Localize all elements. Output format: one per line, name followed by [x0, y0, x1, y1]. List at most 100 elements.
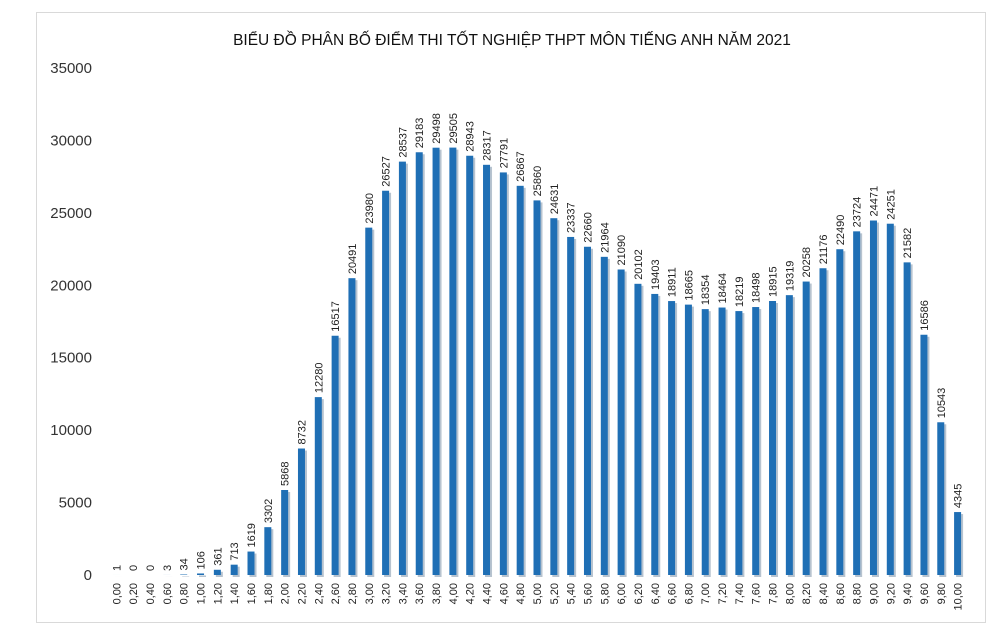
x-tick-label: 2,00	[280, 583, 292, 604]
x-tick-label: 1,80	[263, 583, 275, 604]
data-label: 28943	[465, 121, 477, 152]
data-label: 20102	[633, 249, 645, 280]
x-tick-label: 7,20	[717, 583, 729, 604]
data-label: 16517	[330, 301, 342, 332]
data-label: 0	[145, 565, 157, 571]
bar	[769, 301, 777, 575]
bar	[853, 231, 861, 575]
bar	[836, 249, 844, 575]
x-tick-label: 9,00	[868, 583, 880, 604]
x-tick-label: 6,00	[616, 583, 628, 604]
bar	[264, 527, 272, 575]
bar	[785, 295, 793, 575]
data-label: 16586	[919, 300, 931, 331]
data-label: 1	[111, 565, 123, 571]
x-tick-label: 7,00	[700, 583, 712, 604]
x-tick-label: 4,20	[465, 583, 477, 604]
data-label: 28537	[397, 127, 409, 158]
x-tick-label: 0,00	[111, 583, 123, 604]
data-label: 22660	[582, 212, 594, 243]
bar	[314, 397, 322, 575]
x-axis-ticks: 0,00 0,20 0,40 0,60 0,80 1,00 1,20 1,40 1,60 1,80…	[111, 583, 964, 611]
bar	[937, 422, 945, 575]
x-tick-label: 9,40	[902, 583, 914, 604]
bar	[415, 152, 423, 575]
data-label: 10543	[936, 388, 948, 419]
data-label: 18498	[751, 272, 763, 303]
x-tick-label: 0,40	[145, 583, 157, 604]
data-label: 26867	[515, 151, 527, 182]
data-label: 34	[179, 558, 191, 570]
data-label: 27791	[498, 138, 510, 169]
data-label: 28317	[482, 130, 494, 161]
bar	[331, 335, 339, 575]
data-labels: 1 0 0 3 34 106 361 7131619330258688732122801651…	[111, 113, 964, 571]
x-tick-label: 7,80	[768, 583, 780, 604]
data-label: 20491	[347, 244, 359, 275]
data-label: 24251	[885, 189, 897, 220]
bar	[617, 269, 625, 575]
bar	[432, 147, 440, 576]
x-tick-label: 3,00	[364, 583, 376, 604]
data-label: 4345	[953, 484, 965, 508]
data-label: 19403	[650, 259, 662, 290]
y-tick-label: 20000	[50, 277, 92, 294]
x-tick-label: 1,40	[229, 583, 241, 604]
bar	[651, 293, 659, 575]
x-tick-label: 1,60	[246, 583, 258, 604]
data-label: 21176	[818, 234, 830, 264]
bar	[483, 164, 491, 575]
data-label: 3	[162, 565, 174, 571]
bar	[819, 268, 827, 575]
bar	[382, 190, 390, 575]
bar	[869, 220, 877, 575]
bar	[197, 573, 205, 575]
data-label: 361	[212, 547, 224, 565]
data-label: 23980	[364, 193, 376, 224]
bar	[247, 551, 255, 575]
data-label: 21582	[902, 228, 914, 259]
x-tick-label: 2,20	[296, 583, 308, 604]
x-tick-label: 5,80	[599, 583, 611, 604]
bar	[954, 512, 962, 575]
x-tick-label: 9,20	[885, 583, 897, 604]
x-tick-label: 3,60	[414, 583, 426, 604]
x-tick-label: 8,40	[818, 583, 830, 604]
data-label: 21964	[599, 222, 611, 253]
bar	[600, 256, 608, 575]
bar-shadow	[199, 575, 207, 577]
data-label: 24471	[868, 186, 880, 217]
data-label: 18219	[734, 276, 746, 307]
y-tick-label: 25000	[50, 205, 92, 222]
y-tick-label: 0	[84, 567, 92, 584]
data-label: 29498	[431, 113, 443, 144]
data-label: 21090	[616, 235, 628, 266]
bar	[668, 301, 676, 575]
x-tick-label: 4,80	[515, 583, 527, 604]
bar	[701, 309, 709, 575]
bar	[735, 311, 743, 575]
data-label: 24631	[549, 184, 561, 215]
bar	[499, 172, 507, 575]
bar	[718, 307, 726, 575]
x-tick-label: 7,60	[751, 583, 763, 604]
bar	[449, 147, 457, 575]
data-label: 1619	[246, 523, 258, 547]
bar	[903, 262, 911, 575]
x-tick-label: 2,60	[330, 583, 342, 604]
bar	[802, 281, 810, 575]
data-label: 22490	[835, 215, 847, 246]
data-label: 18354	[700, 275, 712, 306]
data-label: 19319	[784, 261, 796, 292]
x-tick-label: 6,40	[650, 583, 662, 604]
bar	[920, 334, 928, 575]
x-tick-label: 8,00	[784, 583, 796, 604]
data-label: 8732	[296, 420, 308, 444]
x-tick-label: 9,80	[936, 583, 948, 604]
x-tick-label: 5,60	[582, 583, 594, 604]
data-label: 23724	[852, 197, 864, 228]
bar	[752, 307, 760, 575]
y-tick-label: 15000	[50, 350, 92, 367]
bar	[567, 236, 575, 575]
